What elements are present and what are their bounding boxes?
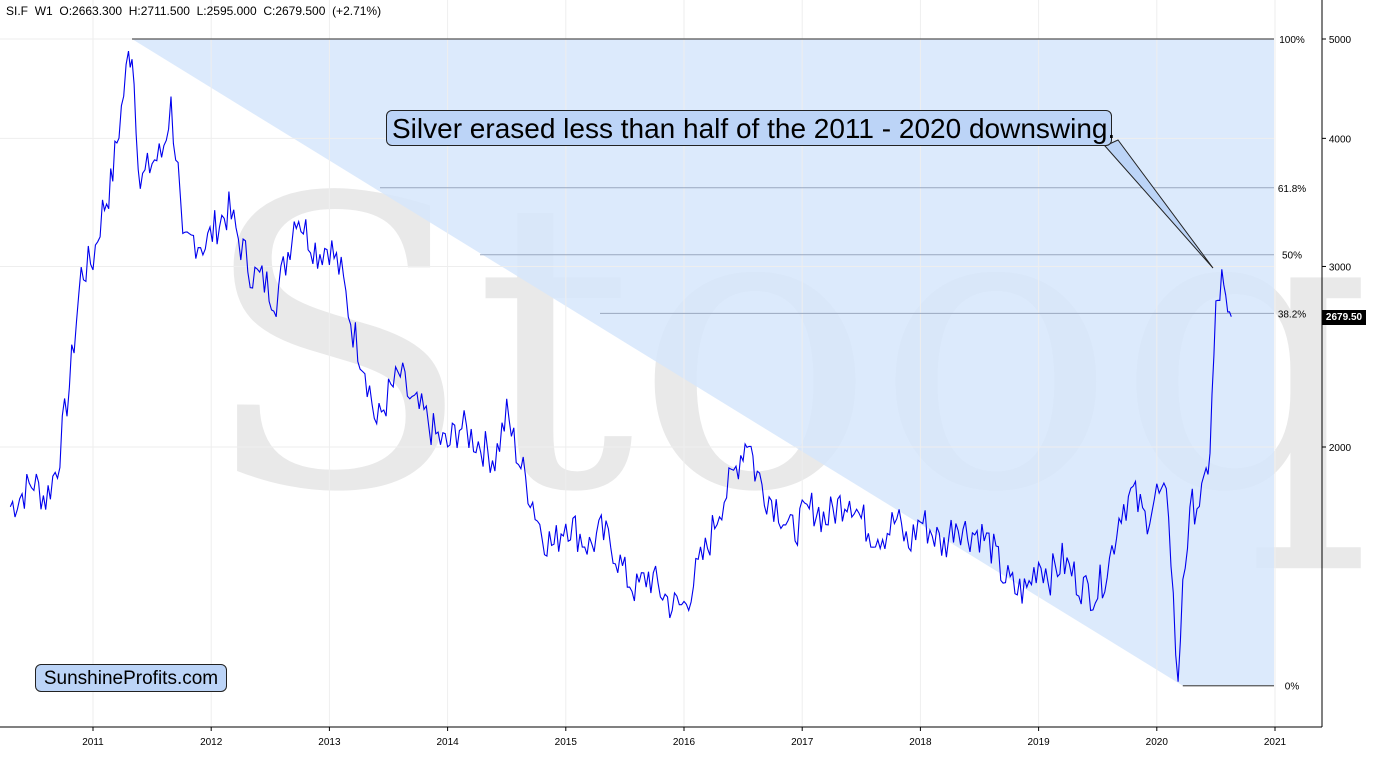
- fib-label: 61.8%: [1278, 184, 1306, 195]
- axes: 2011 2012 2013 2014 2015 2016 2017 2018 2019 2020…: [0, 0, 1352, 748]
- x-tick-label: 2016: [673, 737, 696, 748]
- symbol: SI.F: [6, 4, 29, 18]
- fib-label: 100%: [1279, 35, 1305, 46]
- x-tick-label: 2018: [909, 737, 932, 748]
- fib-label: 0%: [1285, 682, 1300, 693]
- x-tick-label: 2020: [1146, 737, 1169, 748]
- quote-line: SI.F W1 O:2663.300 H:2711.500 L:2595.000…: [6, 4, 381, 18]
- y-tick-label: 2000: [1329, 443, 1352, 454]
- fib-label: 50%: [1282, 251, 1302, 262]
- x-tick-label: 2021: [1264, 737, 1287, 748]
- high-value: H:2711.500: [128, 4, 190, 18]
- price-series: [9, 51, 1232, 682]
- fib-label: 38.2%: [1278, 309, 1306, 320]
- x-tick-label: 2019: [1027, 737, 1050, 748]
- open-value: O:2663.300: [59, 4, 123, 18]
- x-tick-label: 2014: [436, 737, 459, 748]
- change-value: (+2.71%): [332, 4, 382, 18]
- last-price-tag: 2679.50: [1322, 310, 1366, 325]
- x-tick-label: 2017: [791, 737, 814, 748]
- interval: W1: [34, 4, 53, 18]
- x-tick-label: 2011: [82, 737, 104, 748]
- y-tick-label: 4000: [1329, 134, 1352, 145]
- y-tick-label: 3000: [1329, 262, 1352, 273]
- retracement-shading: [132, 39, 1275, 686]
- x-tick-label: 2012: [200, 737, 223, 748]
- price-line: [9, 51, 1232, 682]
- brand-label: SunshineProfits.com: [35, 664, 227, 692]
- shaded-area: [132, 39, 1275, 686]
- low-value: L:2595.000: [196, 4, 257, 18]
- y-tick-label: 5000: [1329, 35, 1352, 46]
- x-tick-label: 2013: [318, 737, 341, 748]
- close-value: C:2679.500: [263, 4, 326, 18]
- annotation-callout: Silver erased less than half of the 2011…: [386, 110, 1115, 146]
- fibonacci-levels: 100% 61.8% 50% 38.2% 0%: [132, 35, 1306, 693]
- x-tick-label: 2015: [555, 737, 578, 748]
